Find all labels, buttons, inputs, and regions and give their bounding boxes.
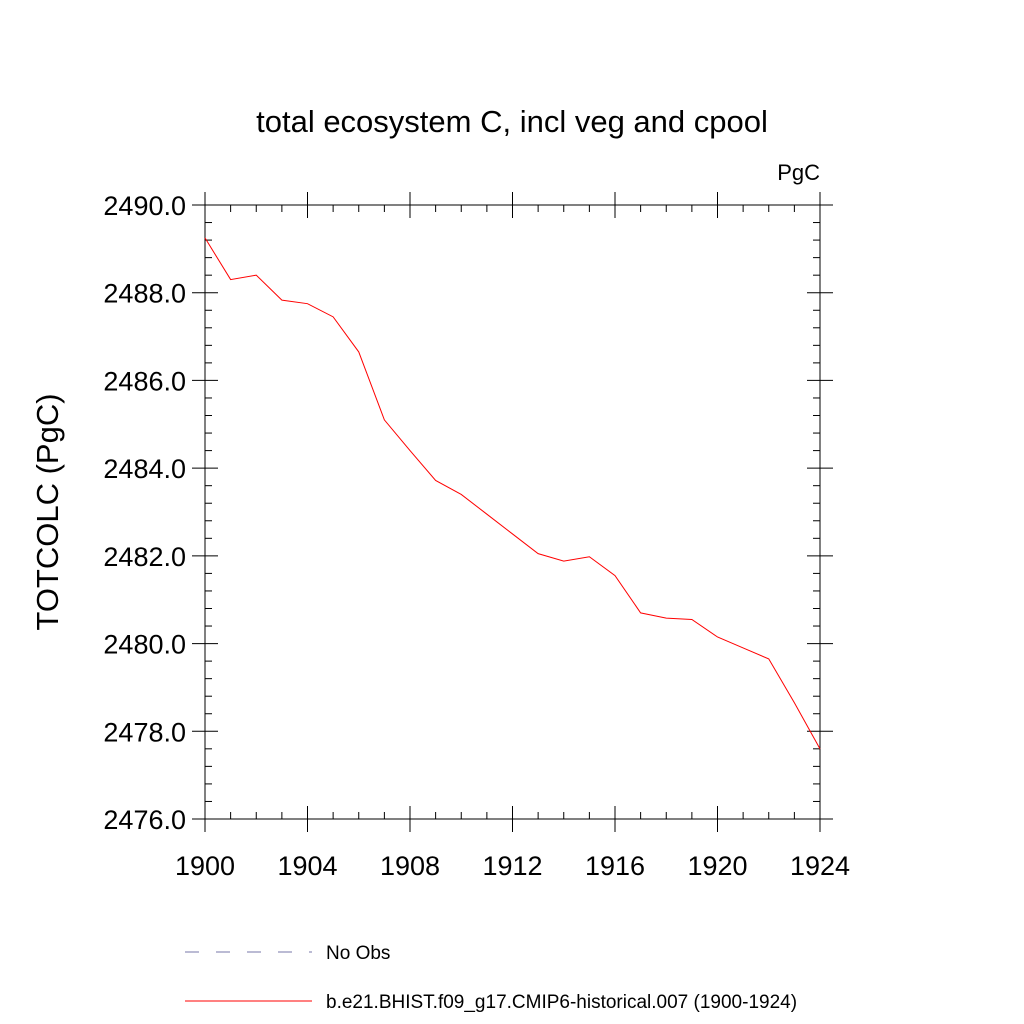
units-label: PgC <box>777 160 820 185</box>
x-tick-label: 1908 <box>380 851 440 881</box>
series-line <box>204 237 821 750</box>
x-tick-label: 1912 <box>482 851 542 881</box>
legend: No Obs b.e21.BHIST.f09_g17.CMIP6-historic… <box>185 943 797 1013</box>
y-tick-label: 2490.0 <box>103 191 186 221</box>
series-lines <box>204 237 821 750</box>
y-tick-label: 2484.0 <box>103 454 186 484</box>
y-axis-label: TOTCOLC (PgC) <box>30 393 65 630</box>
legend-label: b.e21.BHIST.f09_g17.CMIP6-historical.007… <box>326 992 797 1013</box>
minor-ticks <box>205 205 820 819</box>
y-tick-label: 2488.0 <box>103 279 186 309</box>
x-tick-labels: 1900 1904 1908 1912 1916 1920 1924 <box>175 851 850 881</box>
x-tick-label: 1916 <box>585 851 645 881</box>
chart-title: total ecosystem C, incl veg and cpool <box>256 104 768 139</box>
y-tick-label: 2482.0 <box>103 542 186 572</box>
y-tick-labels: 2476.0 2478.0 2480.0 2482.0 2484.0 2486.0 2488… <box>103 191 186 835</box>
x-tick-label: 1920 <box>687 851 747 881</box>
x-tick-label: 1924 <box>790 851 850 881</box>
plot-frame <box>204 204 821 820</box>
y-tick-label: 2478.0 <box>103 717 186 747</box>
y-tick-label: 2480.0 <box>103 630 186 660</box>
legend-label: No Obs <box>326 943 390 964</box>
x-tick-label: 1904 <box>277 851 337 881</box>
x-tick-label: 1900 <box>175 851 235 881</box>
y-tick-label: 2486.0 <box>103 366 186 396</box>
major-ticks <box>192 192 833 832</box>
y-tick-label: 2476.0 <box>103 805 186 835</box>
